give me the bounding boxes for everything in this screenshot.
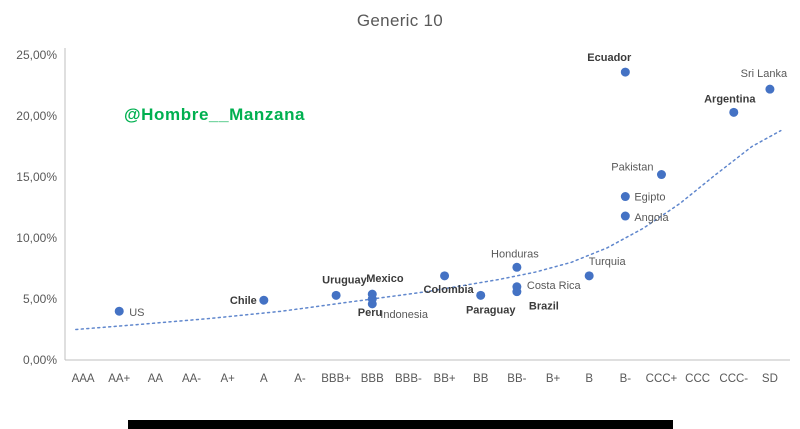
x-axis-tick-label: BB- <box>507 373 526 385</box>
data-point-paraguay <box>476 290 486 300</box>
data-point-label-us: US <box>129 307 144 319</box>
y-axis-tick-label: 15,00% <box>16 170 57 184</box>
data-point-us <box>114 306 124 316</box>
x-axis-tick-label: A <box>260 373 268 385</box>
data-point-uruguay <box>331 290 341 300</box>
data-point-label-sri-lanka: Sri Lanka <box>741 68 788 80</box>
data-point-label-angola: Angola <box>634 212 669 224</box>
data-point-label-brazil: Brazil <box>529 301 559 313</box>
data-point-label-pakistan: Pakistan <box>611 162 653 174</box>
data-point-label-argentina: Argentina <box>704 93 756 105</box>
bottom-black-bar <box>128 420 673 429</box>
trendline <box>75 129 782 331</box>
data-point-label-honduras: Honduras <box>491 248 539 260</box>
x-axis-tick-label: AAA <box>72 373 95 385</box>
x-axis-tick-label: BBB <box>361 373 384 385</box>
data-point-argentina <box>729 107 739 117</box>
data-point-costa-rica <box>512 282 522 292</box>
data-point-egipto <box>620 192 630 202</box>
x-axis-tick-label: B+ <box>546 373 561 385</box>
data-point-label-chile: Chile <box>230 295 257 307</box>
x-axis-tick-label: A+ <box>220 373 235 385</box>
x-axis-tick-label: CCC+ <box>646 373 678 385</box>
x-axis-tick-label: A- <box>294 373 306 385</box>
chart-title: Generic 10 <box>356 11 444 30</box>
data-point-label-uruguay: Uruguay <box>322 274 368 286</box>
data-point-label-indonesia: Indonesia <box>380 309 429 321</box>
x-axis-tick-label: AA <box>148 373 164 385</box>
x-axis-tick-label: B <box>585 373 593 385</box>
x-axis-tick-label: BBB- <box>395 373 422 385</box>
data-point-label-paraguay: Paraguay <box>466 304 516 316</box>
x-axis-tick-label: CCC <box>685 373 710 385</box>
data-point-label-costa-rica: Costa Rica <box>527 280 582 292</box>
x-axis-tick-label: BBB+ <box>321 373 351 385</box>
x-axis-tick-label: SD <box>762 373 778 385</box>
y-axis-tick-label: 5,00% <box>23 292 57 306</box>
data-point-ecuador <box>620 67 630 77</box>
data-point-chile <box>259 295 269 305</box>
y-axis-tick-label: 0,00% <box>23 353 57 367</box>
data-point-honduras <box>512 262 522 272</box>
x-axis-tick-label: AA+ <box>108 373 130 385</box>
data-point-label-colombia: Colombia <box>424 284 475 296</box>
data-point-label-ecuador: Ecuador <box>587 52 632 64</box>
data-point-angola <box>620 211 630 221</box>
data-point-label-egipto: Egipto <box>634 192 665 204</box>
x-axis-tick-label: CCC- <box>719 373 748 385</box>
data-point-sri-lanka <box>765 84 775 94</box>
data-point-label-turquia: Turquia <box>589 256 627 268</box>
data-point-label-mexico: Mexico <box>366 273 404 285</box>
scatter-plot: 0,00%5,00%10,00%15,00%20,00%25,00%AAA AA+… <box>16 48 790 385</box>
x-axis-tick-label: BB <box>473 373 489 385</box>
x-axis-tick-label: BB+ <box>434 373 456 385</box>
data-point-label-peru: Peru <box>358 307 382 319</box>
y-axis-tick-label: 10,00% <box>16 231 57 245</box>
x-axis-tick-label: AA- <box>182 373 201 385</box>
watermark-text: @Hombre__Manzana <box>124 105 306 124</box>
y-axis-tick-label: 20,00% <box>16 109 57 123</box>
data-point-colombia <box>440 271 450 281</box>
data-point-pakistan <box>656 170 666 180</box>
x-axis-tick-label: B- <box>620 373 632 385</box>
y-axis-tick-label: 25,00% <box>16 48 57 62</box>
data-point-indonesia <box>367 299 377 309</box>
data-point-turquia <box>584 271 594 281</box>
